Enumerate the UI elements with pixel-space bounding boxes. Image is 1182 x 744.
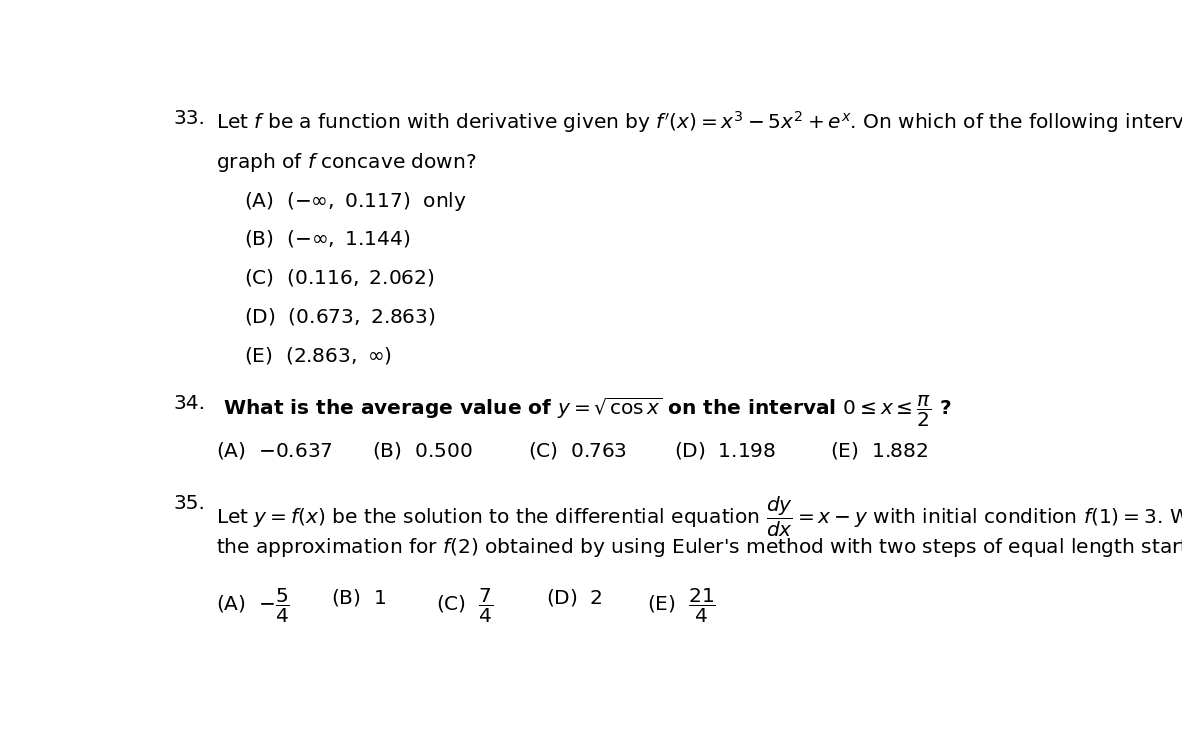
- Text: (A)  $-0.637$: (A) $-0.637$: [216, 440, 333, 461]
- Text: graph of $f$ concave down?: graph of $f$ concave down?: [216, 150, 476, 173]
- Text: (A)  $(-\infty,\ 0.117)$  only: (A) $(-\infty,\ 0.117)$ only: [243, 190, 467, 213]
- Text: 35.: 35.: [174, 494, 206, 513]
- Text: Let $y = f(x)$ be the solution to the differential equation $\dfrac{dy}{dx} = x : Let $y = f(x)$ be the solution to the di…: [216, 494, 1182, 539]
- Text: (C)  $\dfrac{7}{4}$: (C) $\dfrac{7}{4}$: [436, 587, 494, 626]
- Text: (E)  $\dfrac{21}{4}$: (E) $\dfrac{21}{4}$: [647, 587, 716, 626]
- Text: (A)  $-\dfrac{5}{4}$: (A) $-\dfrac{5}{4}$: [216, 587, 291, 626]
- Text: (E)  $(2.863,\ \infty)$: (E) $(2.863,\ \infty)$: [243, 345, 392, 366]
- Text: What is the average value of $y = \sqrt{\cos x}$ on the interval $0 \leq x \leq : What is the average value of $y = \sqrt{…: [216, 394, 952, 429]
- Text: (B)  $0.500$: (B) $0.500$: [372, 440, 473, 461]
- Text: (C)  $0.763$: (C) $0.763$: [528, 440, 626, 461]
- Text: (B)  $1$: (B) $1$: [331, 587, 387, 608]
- Text: (E)  $1.882$: (E) $1.882$: [830, 440, 929, 461]
- Text: 34.: 34.: [174, 394, 206, 413]
- Text: 33.: 33.: [174, 109, 206, 128]
- Text: Let $f$ be a function with derivative given by $f'(x) = x^3 - 5x^2 + e^x$. On wh: Let $f$ be a function with derivative gi…: [216, 109, 1182, 135]
- Text: (D)  $2$: (D) $2$: [546, 587, 603, 608]
- Text: the approximation for $f(2)$ obtained by using Euler's method with two steps of : the approximation for $f(2)$ obtained by…: [216, 536, 1182, 559]
- Text: (D)  $(0.673,\ 2.863)$: (D) $(0.673,\ 2.863)$: [243, 307, 435, 327]
- Text: (D)  $1.198$: (D) $1.198$: [675, 440, 777, 461]
- Text: (C)  $(0.116,\ 2.062)$: (C) $(0.116,\ 2.062)$: [243, 267, 435, 289]
- Text: (B)  $(-\infty,\ 1.144)$: (B) $(-\infty,\ 1.144)$: [243, 228, 410, 249]
